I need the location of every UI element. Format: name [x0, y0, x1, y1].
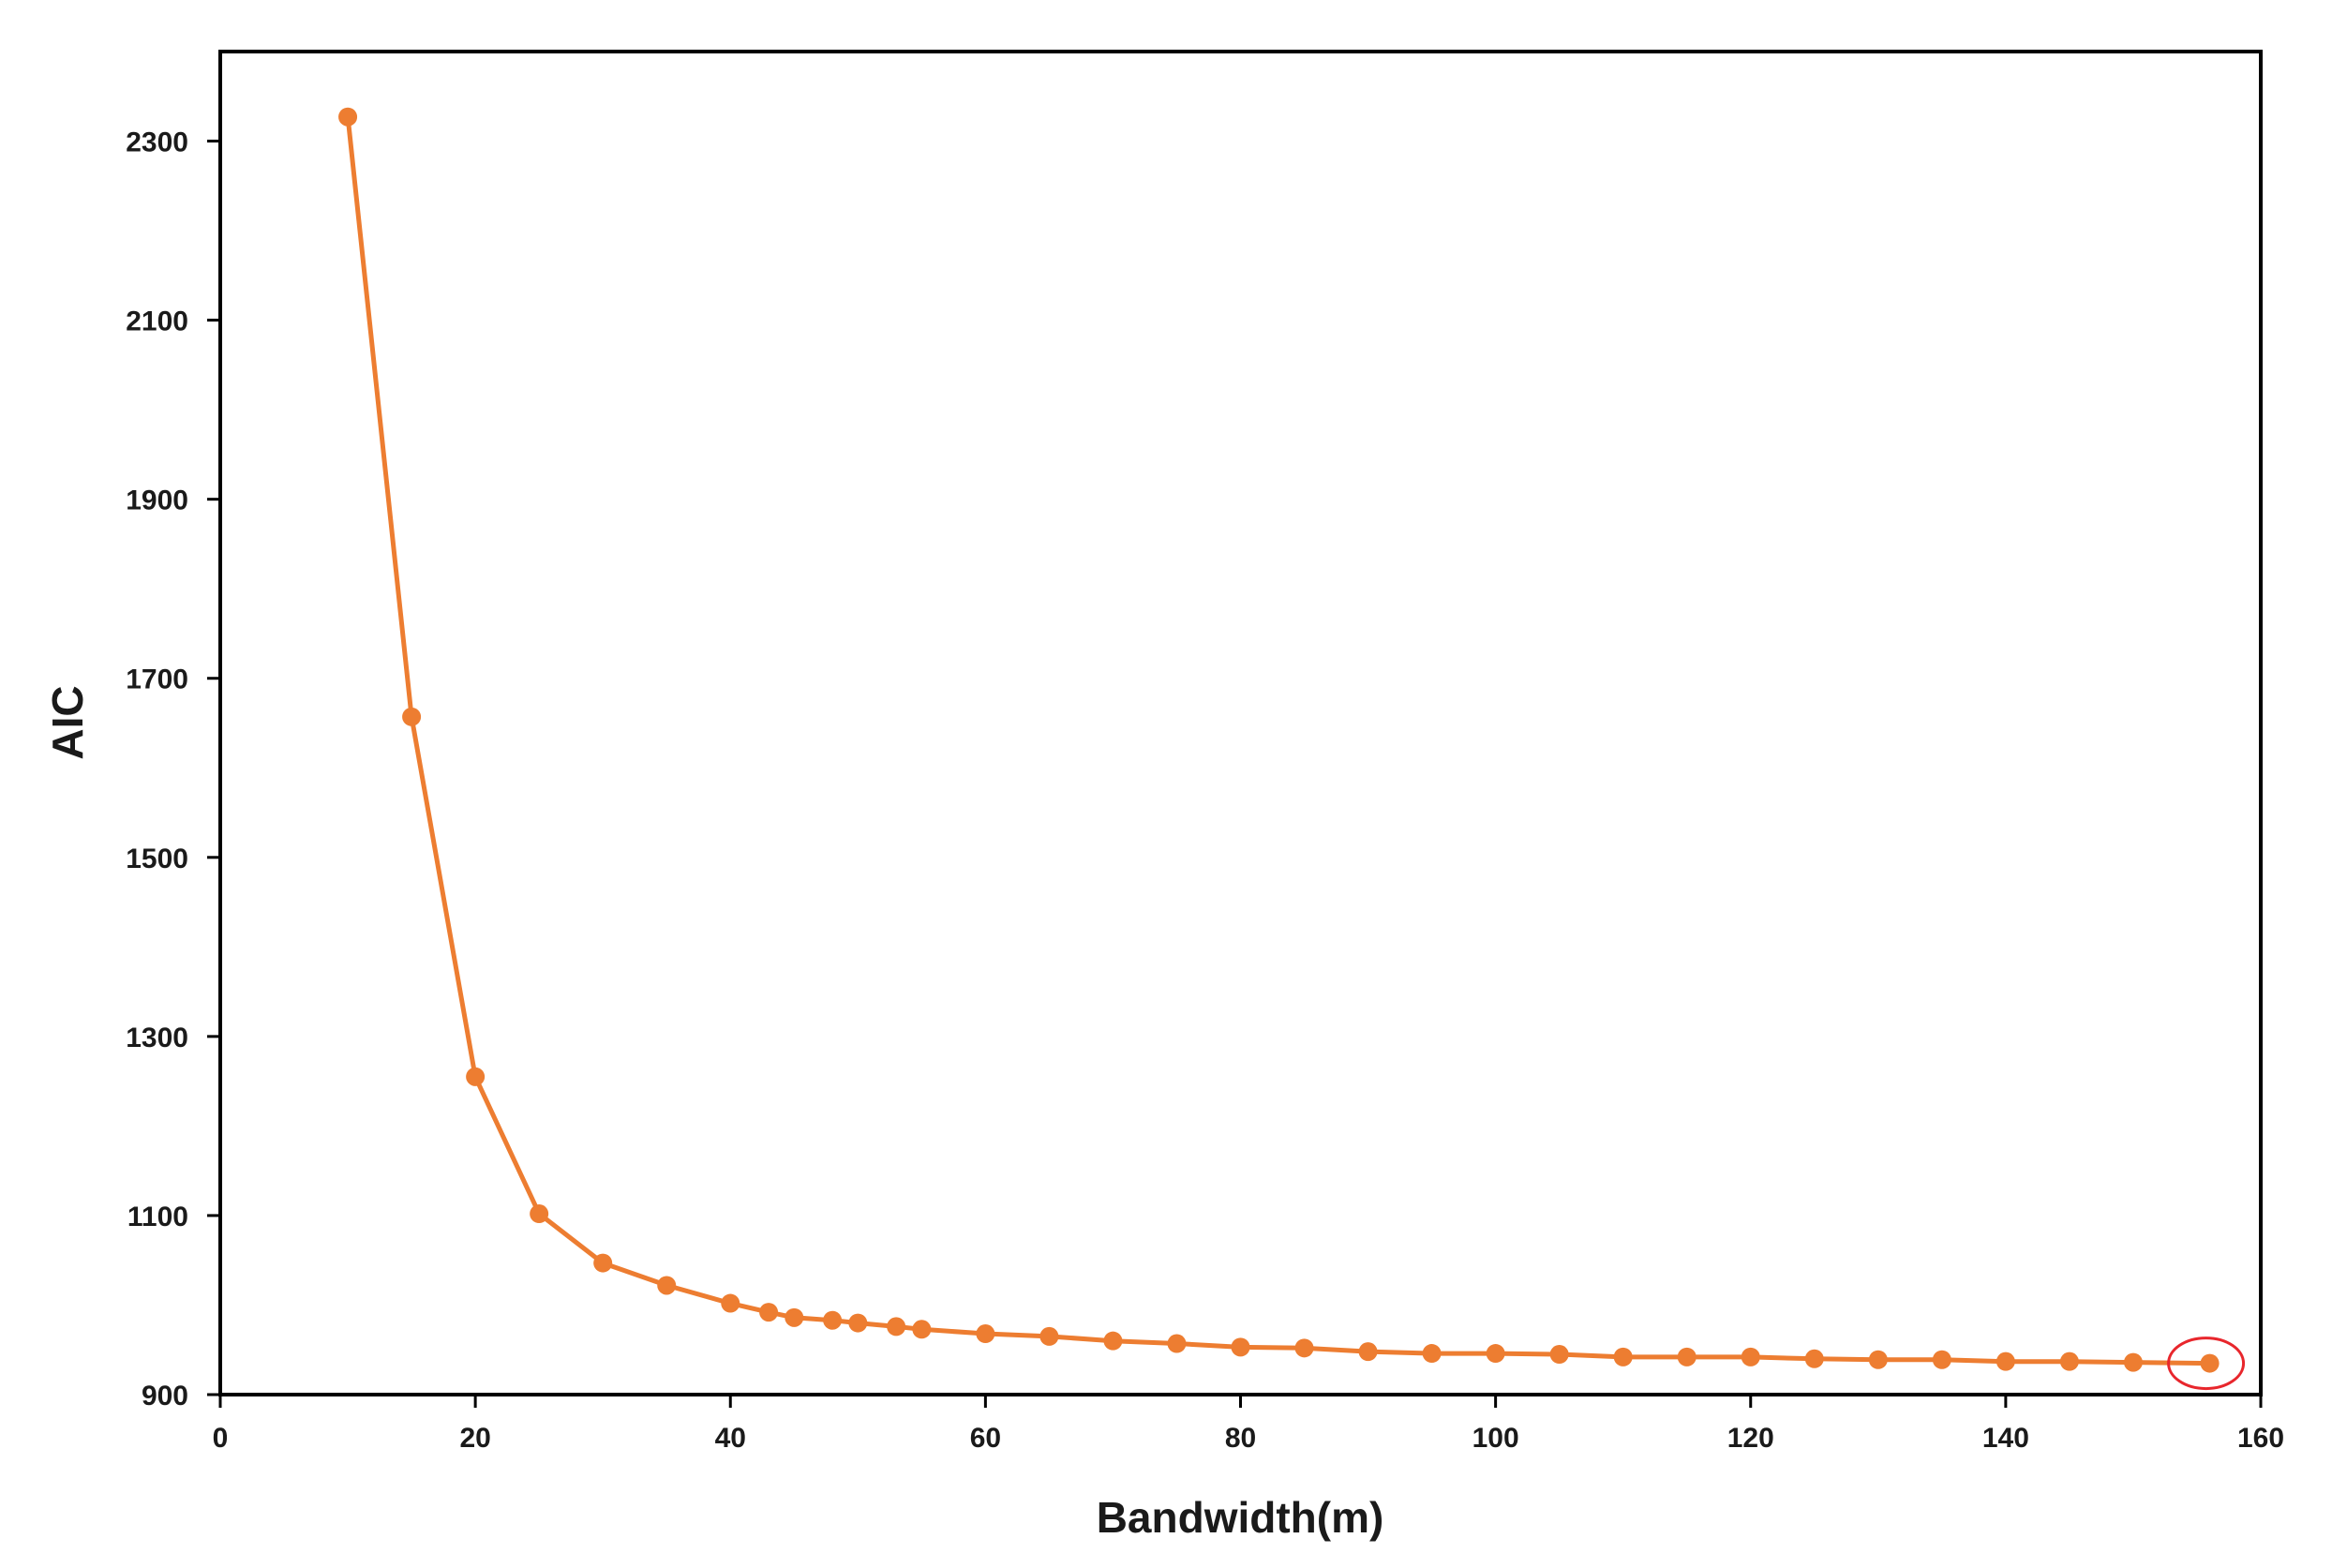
- data-point: [338, 107, 358, 127]
- y-tick-label: 2300: [126, 127, 188, 158]
- x-tick-label: 40: [715, 1423, 746, 1454]
- data-point: [1549, 1345, 1569, 1365]
- y-axis: 900 1100 1300 1500 1700 1900 2100 2300: [126, 127, 220, 1411]
- data-point: [402, 707, 422, 726]
- data-point: [1804, 1349, 1824, 1368]
- data-point: [976, 1324, 995, 1344]
- data-point: [887, 1317, 906, 1337]
- data-point: [593, 1253, 613, 1273]
- y-tick-label: 1700: [126, 665, 188, 695]
- x-tick-label: 80: [1225, 1423, 1256, 1454]
- y-tick-label: 1900: [126, 485, 188, 516]
- data-point: [1486, 1344, 1505, 1364]
- data-point: [2059, 1351, 2079, 1371]
- data-point: [1932, 1350, 1951, 1369]
- y-tick-label: 1500: [126, 844, 188, 874]
- data-point: [912, 1320, 932, 1339]
- data-point: [1103, 1331, 1123, 1351]
- data-point: [721, 1293, 740, 1313]
- data-point: [1358, 1342, 1378, 1362]
- data-point: [466, 1067, 486, 1086]
- x-tick-label: 160: [2237, 1423, 2284, 1454]
- data-point: [1167, 1334, 1187, 1353]
- data-point: [657, 1276, 677, 1295]
- x-axis: 0 20 40 60 80 100 120 140 160: [213, 1395, 2284, 1454]
- plot-area: [218, 50, 2263, 1396]
- optimal-point-highlight: [2167, 1337, 2246, 1391]
- x-tick-label: 140: [1982, 1423, 2029, 1454]
- data-point: [785, 1307, 804, 1327]
- x-tick-label: 60: [970, 1423, 1001, 1454]
- data-point: [1677, 1347, 1697, 1366]
- data-point: [1039, 1326, 1059, 1346]
- x-axis-title: Bandwidth(m): [1097, 1493, 1384, 1542]
- x-tick-label: 20: [459, 1423, 490, 1454]
- data-point: [759, 1303, 779, 1322]
- data-point: [1294, 1338, 1314, 1358]
- data-point: [2200, 1353, 2220, 1373]
- data-point: [1741, 1347, 1760, 1366]
- x-tick-label: 120: [1727, 1423, 1774, 1454]
- x-tick-label: 0: [213, 1423, 229, 1454]
- data-point: [1996, 1351, 2015, 1371]
- data-point: [1868, 1350, 1888, 1369]
- data-point: [1422, 1344, 1442, 1364]
- data-point: [823, 1310, 843, 1330]
- y-tick-label: 1300: [126, 1023, 188, 1053]
- data-point: [1613, 1347, 1633, 1366]
- data-point: [2123, 1352, 2143, 1372]
- y-tick-label: 900: [142, 1381, 188, 1411]
- data-point: [530, 1204, 549, 1224]
- y-tick-label: 2100: [126, 306, 188, 337]
- y-axis-title: AIC: [43, 685, 92, 759]
- series-layer: [338, 107, 2246, 1391]
- y-tick-label: 1100: [127, 1202, 188, 1232]
- data-point: [1231, 1337, 1250, 1357]
- data-point: [848, 1313, 868, 1333]
- x-tick-label: 100: [1472, 1423, 1519, 1454]
